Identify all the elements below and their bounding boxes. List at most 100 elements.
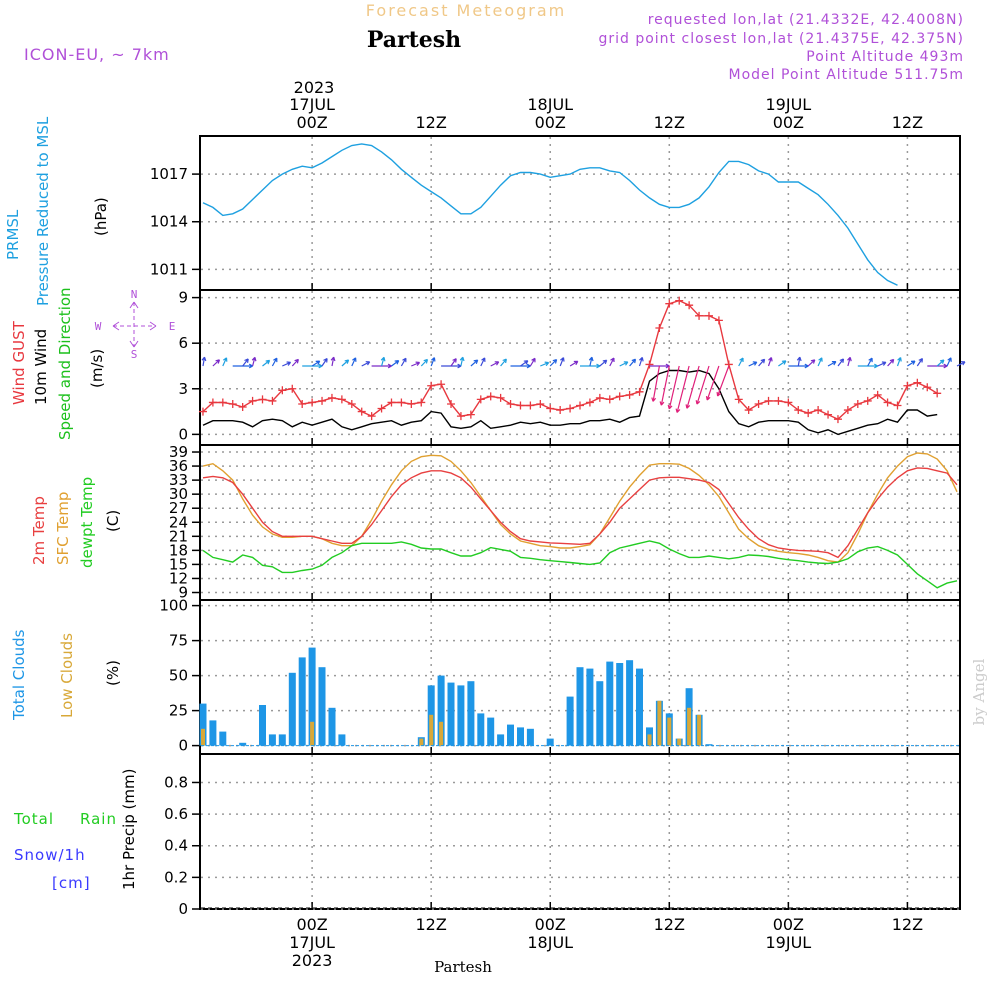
total-cloud-bar — [526, 728, 534, 746]
wind-line — [202, 369, 938, 436]
gust-marker — [635, 387, 644, 396]
low-cloud-bar — [647, 734, 652, 746]
total-cloud-bar — [546, 738, 554, 746]
gust-marker — [585, 398, 594, 407]
wind-direction-arrow — [716, 365, 730, 397]
gust-marker — [228, 399, 237, 408]
label-speed-direction: Speed and Direction — [56, 287, 74, 440]
total-cloud-bar — [626, 660, 634, 746]
ytick-label: 0 — [178, 900, 188, 918]
ytick-label: 0.4 — [164, 837, 188, 855]
gust-marker — [744, 406, 753, 415]
top-time-label: 18JUL — [527, 95, 573, 114]
wind-direction-arrow — [201, 356, 207, 367]
gust-marker — [496, 393, 505, 402]
total-cloud-bar — [517, 727, 524, 746]
label-snow: Snow/1h — [14, 846, 86, 864]
chart-marks: 17JUL00Z00Z17JUL202312Z12Z18JUL00Z00Z18J… — [150, 95, 966, 970]
ytick-label: 50 — [169, 667, 188, 685]
ytick-label: 21 — [169, 527, 188, 545]
ytick-label: 0 — [178, 425, 188, 443]
gust-marker — [685, 301, 694, 310]
gust-marker — [387, 398, 396, 407]
gust-marker — [258, 395, 267, 404]
total-cloud-bar — [576, 667, 584, 746]
total-cloud-bar — [467, 681, 475, 746]
ytick-label: 9 — [178, 289, 188, 307]
label-pressure-msl: Pressure Reduced to MSL — [34, 116, 52, 306]
wind-direction-arrow — [807, 359, 816, 367]
wind-direction-arrow — [705, 365, 720, 401]
top-year-label: 2023 — [294, 78, 335, 97]
ytick-label: 1011 — [150, 260, 188, 278]
wind-direction-arrow — [758, 358, 766, 367]
label-total: Total — [13, 810, 54, 828]
ytick-label: 3 — [178, 380, 188, 398]
gust-marker — [556, 406, 565, 415]
gust-marker — [417, 398, 426, 407]
total-cloud-bar — [596, 681, 604, 746]
low-cloud-bar — [677, 738, 682, 746]
gust-marker — [486, 392, 495, 401]
top-time-label: 12Z — [654, 113, 685, 132]
wind-direction-arrow — [529, 357, 536, 367]
wind-direction-arrow — [619, 361, 629, 367]
gust-marker — [367, 412, 376, 421]
ytick-label: 1014 — [150, 213, 188, 231]
gust-marker — [377, 404, 386, 413]
total-cloud-bar — [298, 657, 306, 746]
label-hpa: (hPa) — [92, 197, 110, 236]
low-cloud-bar — [439, 721, 444, 746]
wind-direction-arrow — [887, 358, 895, 367]
gust-marker — [397, 398, 406, 407]
gust-marker — [824, 410, 833, 419]
total-cloud-bar — [259, 705, 266, 746]
bottom-time-label: 00Z — [296, 915, 327, 934]
gust-marker — [576, 401, 584, 410]
gust-marker — [913, 378, 922, 387]
total-cloud-bar — [199, 703, 207, 746]
bottom-time-label: 12Z — [416, 915, 447, 934]
gust-marker — [526, 401, 535, 410]
compass-arrowheads — [112, 301, 157, 348]
total-cloud-bar — [318, 667, 326, 746]
gust-marker — [566, 404, 575, 413]
wind-direction-arrow — [430, 357, 436, 367]
wind-direction-arrow — [282, 361, 292, 367]
bottom-time-label: 12Z — [654, 915, 685, 934]
top-time-label: 19JUL — [766, 95, 812, 114]
low-cloud-bar — [657, 700, 662, 746]
gust-marker — [675, 296, 684, 305]
label-wind-gust: Wind GUST — [10, 320, 28, 405]
gust-marker — [476, 395, 485, 404]
gust-marker — [704, 311, 713, 320]
bottom-time-label: 12Z — [892, 915, 923, 934]
gust-marker — [853, 399, 862, 408]
gust-marker — [734, 395, 743, 404]
gust-marker — [208, 398, 217, 407]
wind-direction-arrow — [569, 360, 579, 367]
gust-marker — [238, 403, 247, 412]
gust-marker — [605, 395, 614, 404]
gust-marker — [625, 390, 634, 399]
total-cloud-bar — [308, 647, 316, 746]
gust-marker — [883, 398, 892, 407]
gust-marker — [298, 399, 307, 408]
wind-direction-arrow — [675, 365, 690, 413]
wind-direction-arrow — [321, 357, 328, 367]
gust-marker — [546, 404, 555, 413]
gust-marker — [923, 383, 932, 392]
gust-marker — [198, 407, 207, 416]
wind-direction-arrow — [341, 359, 350, 367]
wind-direction-arrow — [609, 357, 615, 367]
ytick-label: 36 — [169, 457, 188, 475]
wind-direction-arrow — [411, 361, 421, 367]
wind-direction-arrow — [638, 356, 644, 367]
sfc-temp-line — [202, 452, 958, 563]
compass-n: N — [131, 288, 138, 301]
wind-direction-arrow — [738, 357, 744, 367]
ytick-label: 75 — [169, 632, 188, 650]
label-low-clouds: Low Clouds — [58, 633, 76, 718]
total-cloud-bar — [487, 717, 495, 746]
wind-direction-arrow — [480, 357, 486, 367]
